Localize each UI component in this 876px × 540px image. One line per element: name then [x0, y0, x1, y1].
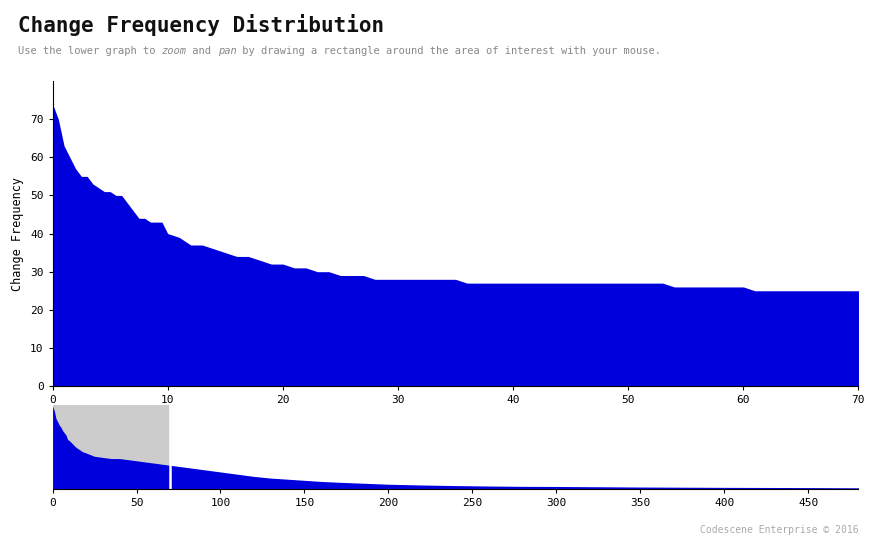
- X-axis label: Each File in your Codebase: Each File in your Codebase: [363, 411, 548, 424]
- Text: and: and: [187, 46, 217, 56]
- Text: pan: pan: [217, 46, 237, 56]
- Text: by drawing a rectangle around the area of interest with your mouse.: by drawing a rectangle around the area o…: [237, 46, 661, 56]
- Text: Change Frequency Distribution: Change Frequency Distribution: [18, 14, 384, 36]
- Text: Codescene Enterprise © 2016: Codescene Enterprise © 2016: [700, 524, 858, 535]
- Text: zoom: zoom: [161, 46, 187, 56]
- Text: Use the lower graph to: Use the lower graph to: [18, 46, 161, 56]
- Y-axis label: Change Frequency: Change Frequency: [11, 177, 25, 291]
- Bar: [53, 405, 170, 489]
